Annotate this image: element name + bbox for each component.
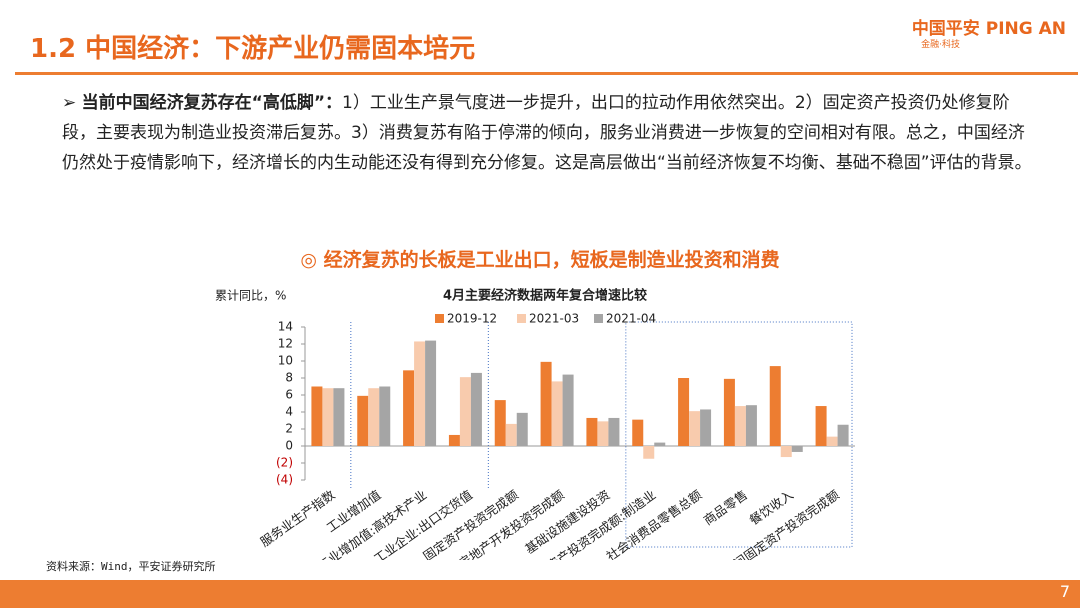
legend-label: 2021-03 xyxy=(529,312,579,326)
bar xyxy=(551,381,563,446)
y-tick-label: (2) xyxy=(276,456,293,470)
bar xyxy=(540,361,552,446)
bar xyxy=(745,405,757,446)
logo-sub: 金融·科技 xyxy=(921,40,960,50)
bar xyxy=(459,377,471,446)
bar xyxy=(311,386,323,446)
bar xyxy=(700,409,712,446)
bar xyxy=(723,378,735,446)
bar xyxy=(516,412,528,446)
bar xyxy=(379,386,391,446)
bar xyxy=(769,366,781,446)
bar xyxy=(597,421,609,446)
bar xyxy=(608,417,620,446)
bar xyxy=(815,406,827,446)
y-tick-label: 12 xyxy=(278,337,293,351)
highlight-box xyxy=(625,321,853,548)
legend-label: 2019-12 xyxy=(447,312,497,326)
title-rule xyxy=(15,72,1078,75)
bar xyxy=(632,419,644,446)
chart-subtitle: ◎ 经济复苏的长板是工业出口，短板是制造业投资和消费 xyxy=(300,249,780,271)
bar xyxy=(734,406,746,446)
legend-swatch xyxy=(594,314,603,323)
bar xyxy=(357,395,369,446)
bar xyxy=(654,442,666,446)
bar xyxy=(403,370,415,446)
y-tick-label: 6 xyxy=(285,388,293,402)
page-number: 7 xyxy=(1059,582,1070,601)
y-tick-label: 14 xyxy=(278,320,293,334)
bar xyxy=(368,388,380,446)
bar xyxy=(414,341,426,446)
bar xyxy=(780,446,792,458)
bullet-lead: 当前中国经济复苏存在“高低脚”： xyxy=(81,93,343,113)
chart-title: 4月主要经济数据两年复合增速比较 xyxy=(443,288,647,304)
bar xyxy=(322,388,334,446)
bullet-text: 1）工业生产景气度进一步提升，出口的拉动作用依然突出。2）固定资产投资仍处修复阶… xyxy=(62,93,1032,173)
legend-label: 2021-04 xyxy=(606,312,656,326)
bar xyxy=(689,411,701,446)
bar xyxy=(425,340,437,446)
legend-swatch xyxy=(517,314,526,323)
y-tick-label: 4 xyxy=(285,405,293,419)
bullet: ➢ 当前中国经济复苏存在“高低脚”：1）工业生产景气度进一步提升，出口的拉动作用… xyxy=(62,93,1032,173)
y-tick-label: 2 xyxy=(285,422,293,436)
footer-bar xyxy=(0,580,1080,608)
source: 资料来源：Wind，平安证券研究所 xyxy=(46,560,216,573)
bar xyxy=(837,424,849,446)
x-tick-label: 服务业生产指数 xyxy=(257,487,338,550)
y-axis-label: 累计同比，% xyxy=(215,289,286,303)
y-tick-label: (4) xyxy=(276,473,293,487)
slide-title: 1.2 中国经济：下游产业仍需固本培元 xyxy=(30,34,476,64)
bar xyxy=(470,372,482,446)
bar xyxy=(494,400,506,446)
bar xyxy=(826,436,838,446)
bar xyxy=(562,374,574,446)
bar xyxy=(505,423,517,446)
y-tick-label: 10 xyxy=(278,354,293,368)
y-tick-label: 8 xyxy=(285,371,293,385)
logo: 中国平安 PING AN xyxy=(911,19,1066,39)
bar xyxy=(643,446,655,459)
y-tick-label: 0 xyxy=(285,439,293,453)
legend-swatch xyxy=(435,314,444,323)
bar xyxy=(586,417,598,446)
bar xyxy=(448,434,460,446)
bar xyxy=(333,388,345,446)
chart: 累计同比，% 4月主要经济数据两年复合增速比较 (4) (2) 0 2 4 6 8 10 12 1… xyxy=(215,288,855,560)
x-tick-label: 商品零售 xyxy=(701,487,751,528)
bar xyxy=(791,446,803,452)
bar xyxy=(678,378,690,446)
